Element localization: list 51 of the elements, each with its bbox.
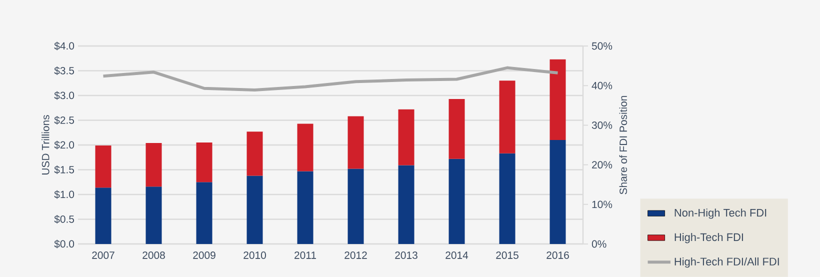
x-tick-label: 2015 [496, 252, 518, 259]
legend-label: High-Tech FDI [674, 233, 743, 244]
y2-tick-label: 30% [592, 122, 612, 129]
bar [297, 171, 314, 244]
legend-label: Non-High Tech FDI [674, 208, 766, 219]
bar [95, 145, 112, 188]
y2-tick-label: 10% [592, 200, 612, 208]
y-tick-label: $3.5 [54, 66, 74, 75]
x-tick-label: 2013 [395, 252, 418, 259]
y2-tick-label: 50% [592, 42, 612, 50]
y-tick-label: $4.0 [54, 42, 74, 50]
bar [550, 140, 566, 244]
x-tick-label: 2010 [244, 252, 266, 259]
line-series [102, 66, 560, 92]
y2-axis-title: Share of FDI Position [619, 96, 627, 194]
x-tick-label: 2016 [546, 252, 569, 259]
x-tick-label: 2007 [92, 252, 114, 259]
x-tick-label: 2011 [294, 252, 316, 259]
bar [448, 98, 465, 159]
bar [146, 186, 162, 244]
y2-tick-label: 40% [592, 82, 612, 90]
bar [146, 143, 162, 187]
bar [398, 109, 414, 166]
bar [95, 188, 112, 244]
bar [499, 153, 516, 244]
bar [297, 124, 314, 172]
y-tick-label: $2.0 [54, 140, 74, 150]
bar [246, 132, 263, 176]
y-tick-label: $2.5 [54, 116, 74, 124]
bar [196, 142, 212, 182]
bar [448, 158, 465, 244]
legend-label: High-Tech FDI/All FDI [674, 257, 779, 268]
bar [246, 176, 263, 244]
y-tick-label: $1.5 [54, 166, 74, 174]
y-tick-label: $0.0 [54, 240, 74, 248]
x-tick-label: 2012 [344, 252, 367, 259]
y-axis-title: USD Trillions [42, 115, 50, 175]
bar [398, 165, 414, 244]
bar [550, 59, 566, 140]
y-tick-label: $1.0 [54, 190, 74, 199]
y2-tick-label: 20% [592, 161, 612, 169]
x-tick-label: 2009 [193, 252, 216, 259]
bar [348, 116, 364, 169]
bar [196, 182, 212, 244]
bar [499, 80, 516, 154]
y-tick-label: $0.5 [54, 215, 74, 224]
bar [348, 168, 364, 244]
x-tick-label: 2014 [446, 252, 468, 259]
y-tick-label: $3.0 [54, 91, 74, 100]
x-tick-label: 2008 [142, 252, 165, 259]
y2-tick-label: 0% [592, 240, 606, 248]
